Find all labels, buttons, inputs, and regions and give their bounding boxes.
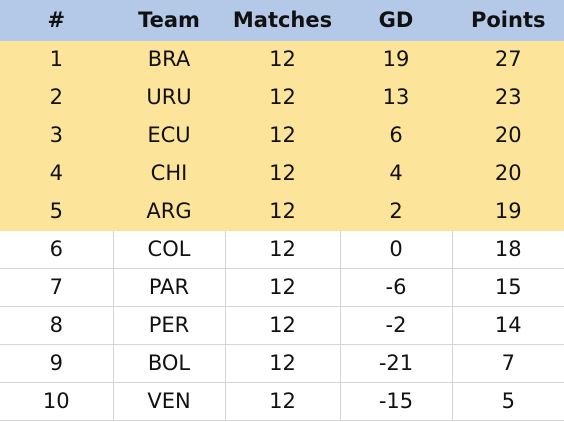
table-cell: PAR [113,268,226,307]
table-header: # Team Matches GD Points [0,0,564,41]
table-cell: 12 [225,230,341,269]
header-cell: Matches [225,0,341,41]
table-cell: 13 [340,78,453,117]
table-cell: 12 [225,268,341,307]
table-cell: 12 [225,192,341,231]
table-cell: 12 [225,116,341,155]
table-row: 1 BRA 12 19 27 [0,40,564,79]
header-row: # Team Matches GD Points [0,0,564,41]
table-cell: 12 [225,40,341,79]
table-cell: 10 [0,382,114,421]
table-row: 7 PAR 12 -6 15 [0,268,564,307]
table-cell: BOL [113,344,226,383]
table-row: 2 URU 12 13 23 [0,78,564,117]
header-cell: # [0,0,114,41]
table-cell: 6 [340,116,453,155]
table-cell: 20 [452,154,564,193]
table-cell: ECU [113,116,226,155]
table-cell: 7 [0,268,114,307]
table-cell: VEN [113,382,226,421]
table-cell: -21 [340,344,453,383]
table-cell: 12 [225,154,341,193]
table-cell: 4 [340,154,453,193]
table-cell: 14 [452,306,564,345]
table-row: 9 BOL 12 -21 7 [0,344,564,383]
table-cell: 4 [0,154,114,193]
table-cell: CHI [113,154,226,193]
table-cell: 15 [452,268,564,307]
table-cell: 12 [225,344,341,383]
table-cell: 12 [225,382,341,421]
table-cell: 0 [340,230,453,269]
table-row: 10 VEN 12 -15 5 [0,382,564,421]
table-cell: 23 [452,78,564,117]
table-row: 6 COL 12 0 18 [0,230,564,269]
table-cell: 3 [0,116,114,155]
table-row: 3 ECU 12 6 20 [0,116,564,155]
table-cell: ARG [113,192,226,231]
table-cell: 7 [452,344,564,383]
table-cell: URU [113,78,226,117]
table-row: 8 PER 12 -2 14 [0,306,564,345]
table-row: 5 ARG 12 2 19 [0,192,564,231]
table-cell: 18 [452,230,564,269]
table-cell: 19 [340,40,453,79]
table-cell: COL [113,230,226,269]
table-cell: 9 [0,344,114,383]
header-cell: GD [340,0,453,41]
table-cell: 1 [0,40,114,79]
table-row: 4 CHI 12 4 20 [0,154,564,193]
table-cell: 8 [0,306,114,345]
table-cell: -6 [340,268,453,307]
table-cell: 12 [225,306,341,345]
table-cell: 12 [225,78,341,117]
table-cell: BRA [113,40,226,79]
table-cell: PER [113,306,226,345]
table-cell: 19 [452,192,564,231]
table-cell: 2 [340,192,453,231]
table-body: 1 BRA 12 19 27 2 URU 12 13 23 3 ECU 12 6 20 4 CHI 12 4 20 5 A… [0,40,564,421]
table-cell: 27 [452,40,564,79]
table-cell: -2 [340,306,453,345]
header-cell: Team [113,0,226,41]
table-cell: 2 [0,78,114,117]
table-cell: 5 [0,192,114,231]
table-cell: 6 [0,230,114,269]
header-cell: Points [452,0,564,41]
table-cell: 5 [452,382,564,421]
table-cell: 20 [452,116,564,155]
table-cell: -15 [340,382,453,421]
